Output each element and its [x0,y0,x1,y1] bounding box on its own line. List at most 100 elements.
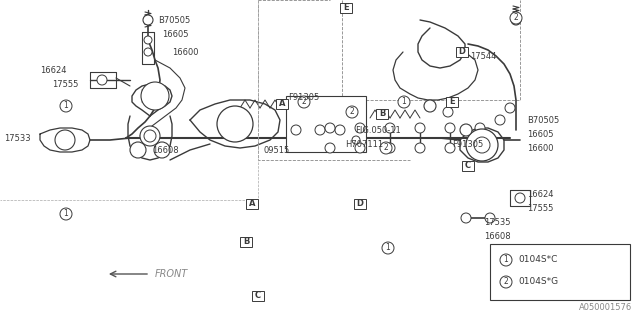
Text: B: B [243,237,249,246]
Circle shape [385,123,395,133]
Circle shape [130,142,146,158]
Bar [286,96,366,152]
Text: A050001576: A050001576 [579,303,632,312]
Circle shape [466,129,498,161]
Text: 2: 2 [383,143,388,153]
Bar [446,97,458,107]
Circle shape [97,75,107,85]
Circle shape [445,143,455,153]
Text: 09515: 09515 [263,146,289,155]
Text: 17555: 17555 [527,204,554,213]
Circle shape [217,106,253,142]
Circle shape [385,143,395,153]
Text: H707111: H707111 [345,140,383,149]
Circle shape [315,125,325,135]
Text: FIG.050-11: FIG.050-11 [355,126,401,135]
Bar [252,291,264,301]
Bar [276,99,288,109]
Text: E: E [449,98,455,107]
Circle shape [55,130,75,150]
Circle shape [398,96,410,108]
Circle shape [144,48,152,56]
Text: 16605: 16605 [527,130,554,139]
Bar [354,199,366,209]
Text: 1: 1 [386,244,390,252]
Circle shape [500,276,512,288]
Circle shape [495,115,505,125]
Text: D: D [458,47,465,57]
Text: FRONT: FRONT [155,269,188,279]
Bar [240,237,252,247]
Text: 16600: 16600 [527,144,554,153]
Circle shape [143,15,153,25]
Text: 2: 2 [301,98,307,107]
Text: 17544: 17544 [470,52,497,61]
Circle shape [355,123,365,133]
Circle shape [475,123,485,133]
Circle shape [500,254,512,266]
Text: 1: 1 [63,101,68,110]
Circle shape [144,130,156,142]
Circle shape [380,142,392,154]
Bar [340,3,352,13]
Text: 1: 1 [63,210,68,219]
Text: 2: 2 [514,13,518,22]
Circle shape [443,107,453,117]
Text: B: B [379,109,385,118]
Circle shape [460,124,472,136]
Text: 16624: 16624 [527,190,554,199]
Bar [490,244,630,300]
Text: F91305: F91305 [288,93,319,102]
Circle shape [485,213,495,223]
Text: 16600: 16600 [172,48,198,57]
Text: E: E [343,4,349,12]
Text: 1: 1 [402,98,406,107]
Text: 16624: 16624 [40,66,67,75]
Circle shape [475,143,485,153]
Text: 16605: 16605 [162,30,189,39]
Text: B70505: B70505 [527,116,559,125]
Circle shape [140,126,160,146]
Circle shape [144,36,152,44]
Text: 2: 2 [349,108,355,116]
Text: A: A [249,199,255,209]
Circle shape [346,106,358,118]
Circle shape [382,242,394,254]
Circle shape [60,100,72,112]
Circle shape [511,15,521,25]
Text: 16608: 16608 [484,232,511,241]
Text: F91305: F91305 [452,140,483,149]
Circle shape [415,143,425,153]
Text: D: D [356,199,364,209]
Circle shape [415,123,425,133]
Circle shape [474,137,490,153]
Circle shape [60,208,72,220]
Text: 0104S*C: 0104S*C [518,255,557,265]
Circle shape [335,125,345,135]
Text: 17555: 17555 [52,80,78,89]
Bar [246,199,258,209]
Circle shape [461,213,471,223]
Circle shape [298,96,310,108]
Circle shape [154,142,170,158]
Text: C: C [255,292,261,300]
Text: 17535: 17535 [484,218,511,227]
Circle shape [352,136,360,144]
Circle shape [141,82,169,110]
Text: B70505: B70505 [158,16,190,25]
Circle shape [325,123,335,133]
Circle shape [505,103,515,113]
Text: 1: 1 [504,255,508,265]
Text: C: C [465,162,471,171]
Circle shape [445,123,455,133]
Bar [456,47,468,57]
Circle shape [510,12,522,24]
Text: 16608: 16608 [152,146,179,155]
Circle shape [424,100,436,112]
Text: 2: 2 [504,277,508,286]
Circle shape [291,125,301,135]
Bar [462,161,474,171]
Text: 17533: 17533 [4,134,31,143]
Text: 0104S*G: 0104S*G [518,277,558,286]
Bar [376,109,388,119]
